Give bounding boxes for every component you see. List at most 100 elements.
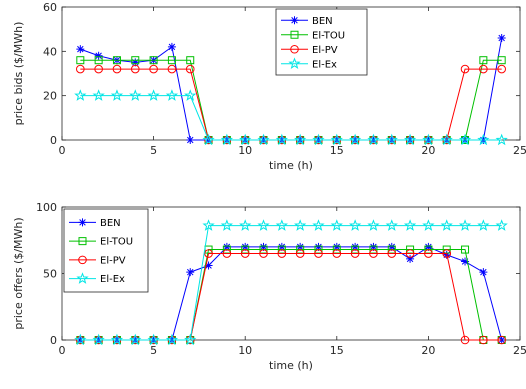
data-point [94,64,103,74]
data-point [220,133,233,146]
data-point [259,242,268,251]
data-point [277,249,287,258]
data-point [422,133,435,146]
data-point [184,89,197,101]
legend-item-el-ex: El-Ex [69,272,125,285]
data-point [74,333,87,346]
x-tick-label: 25 [513,344,526,357]
data-point [149,64,158,74]
data-point [349,219,362,231]
data-point [76,64,85,74]
series-el-ex [74,89,508,146]
data-point [332,242,341,251]
x-tick-label: 10 [238,344,252,357]
data-point [460,335,470,345]
data-point [147,89,160,101]
legend-label: El-PV [100,255,126,266]
data-point [222,242,231,251]
data-point [312,219,325,231]
legend-item-el-pv: El-PV [69,255,126,266]
data-point [167,64,177,74]
data-point [424,242,433,251]
y-axis: 0 50 100 [36,201,520,347]
data-point [131,56,140,65]
data-point [351,242,360,251]
legend-marker [78,237,87,246]
data-point [330,219,343,231]
data-point [110,89,124,101]
legend-label: El-Ex [312,59,337,70]
legend: BEN El-TOU El-PV El-Ex [275,8,368,76]
chart-panel-1: 0 5 10 15 20 25 0 20 40 60 time (h) price bids ($/M… [12,1,526,172]
data-point [403,219,417,231]
data-point [76,45,85,54]
data-point [314,242,323,251]
legend-item-el-tou: El-TOU [69,237,133,248]
data-point [406,254,415,263]
legend: BEN El-TOU El-PV El-Ex [63,208,149,293]
data-point [257,219,270,231]
data-point [259,249,268,258]
y-tick-label: 60 [43,1,57,14]
data-point [112,64,122,74]
data-point [405,249,415,258]
data-point [477,219,490,231]
data-point [330,133,343,146]
legend-label: BEN [312,16,333,27]
y-axis: 0 20 40 60 [43,1,520,147]
data-point [312,133,325,146]
legend-item-el-ex: El-Ex [281,57,337,70]
x-tick-label: 0 [59,344,66,357]
data-point [204,261,213,270]
y-tick-label: 20 [43,90,57,103]
data-point [92,333,105,346]
legend-marker [290,16,299,25]
legend-label: El-Ex [100,274,125,285]
x-tick-label: 10 [238,144,252,157]
data-point [403,133,417,146]
x-tick-label: 5 [150,144,157,157]
data-point [241,242,250,251]
data-point [185,64,195,74]
data-point [497,335,506,345]
y-axis-label: price bids ($/MWh) [12,22,25,126]
data-point [422,219,435,231]
x-tick-label: 20 [421,144,435,157]
chart-panel-2: 0 5 10 15 20 25 0 50 100 time (h) price offers ($/… [12,201,526,372]
x-axis-label: time (h) [269,159,313,172]
x-axis: 0 5 10 15 20 25 [59,7,526,157]
data-point [479,64,488,74]
data-point [369,242,378,251]
data-point [295,249,305,258]
data-point [387,242,396,251]
legend-label: El-TOU [312,30,345,41]
data-point [367,219,380,231]
y-tick-label: 0 [50,334,57,347]
legend-marker [290,30,299,39]
legend-label: BEN [100,218,121,229]
data-point [76,56,85,65]
data-point [184,333,197,346]
data-point [130,64,140,74]
y-tick-label: 40 [43,45,57,58]
data-point [167,56,176,65]
data-point [167,42,176,51]
data-point [294,133,307,146]
data-point [149,56,158,65]
data-point [479,268,488,277]
data-point [461,245,470,254]
data-point [131,58,140,67]
data-point [239,133,252,146]
y-tick-label: 50 [43,268,57,281]
data-point [186,136,195,144]
data-point [165,333,179,346]
legend-label: El-TOU [100,237,133,248]
data-point [369,249,378,258]
data-point [442,249,452,258]
legend-marker [76,272,89,284]
data-point [186,56,195,65]
data-point [92,89,105,101]
x-tick-label: 0 [59,144,66,157]
data-point [350,249,360,258]
legend-marker [78,255,87,265]
